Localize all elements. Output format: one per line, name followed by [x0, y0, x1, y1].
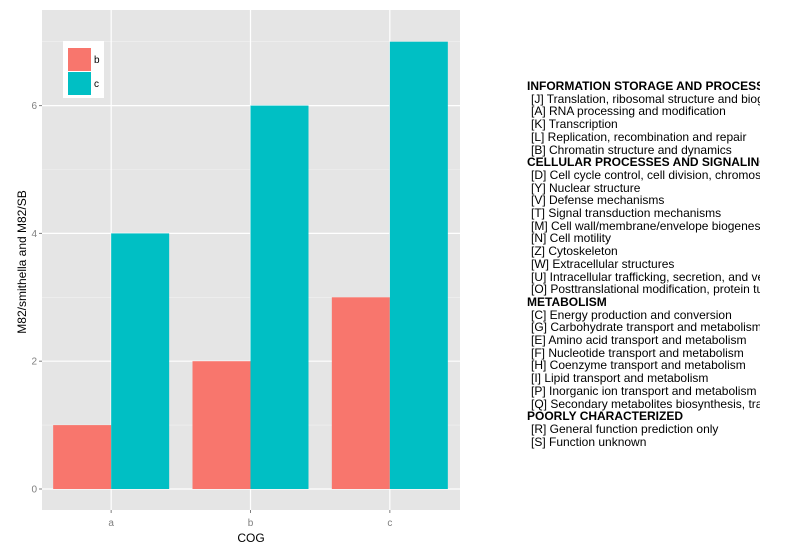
cog-category-item: [P] Inorganic ion transport and metaboli…: [531, 383, 757, 398]
cog-category-item: [U] Intracellular trafficking, secretion…: [531, 269, 760, 284]
cog-category-item: [R] General function prediction only: [531, 421, 719, 436]
cog-category-item: [E] Amino acid transport and metabolism: [531, 333, 747, 348]
cog-category-heading: INFORMATION STORAGE AND PROCESSING: [527, 80, 760, 93]
cog-category-item: [B] Chromatin structure and dynamics: [531, 142, 732, 157]
cog-category-item: [O] Posttranslational modification, prot…: [531, 282, 760, 297]
y-axis-ticks: 0 2 4 6: [31, 101, 42, 496]
cog-category-heading: POORLY CHARACTERIZED: [527, 409, 684, 424]
cog-category-item: [J] Translation, ribosomal structure and…: [531, 91, 760, 106]
x-axis-ticks: a b c: [108, 510, 392, 529]
cog-category-item: [N] Cell motility: [531, 231, 612, 246]
cog-category-item: [C] Energy production and conversion: [531, 307, 732, 322]
bar-c-b: [250, 105, 309, 489]
bar-c-a: [111, 233, 170, 489]
cog-category-heading: METABOLISM: [527, 294, 607, 309]
cog-category-item: [D] Cell cycle control, cell division, c…: [531, 167, 760, 182]
cog-category-item: [L] Replication, recombination and repai…: [531, 129, 747, 144]
cog-category-heading: CELLULAR PROCESSES AND SIGNALING: [527, 155, 760, 170]
cog-category-item: [I] Lipid transport and metabolism: [531, 371, 709, 386]
x-axis-title: COG: [237, 531, 264, 545]
legend-label-c: c: [94, 79, 99, 90]
cog-category-item: [Y] Nuclear structure: [531, 180, 641, 195]
cog-category-item: [M] Cell wall/membrane/envelope biogenes…: [531, 218, 760, 233]
cog-category-list: INFORMATION STORAGE AND PROCESSING [J] Tr…: [527, 80, 760, 460]
bar-b-c: [331, 297, 390, 489]
y-tick-label: 4: [31, 229, 37, 240]
cog-category-item: [Z] Cytoskeleton: [531, 244, 618, 259]
x-tick-label: a: [108, 518, 114, 529]
bar-b-b: [192, 361, 251, 489]
cog-category-item: [Q] Secondary metabolites biosynthesis, …: [531, 396, 760, 411]
cog-category-item: [K] Transcription: [531, 117, 618, 132]
bar-c-c: [389, 41, 448, 489]
bar-b-a: [53, 425, 112, 489]
x-tick-label: c: [387, 518, 392, 529]
cog-category-item: [A] RNA processing and modification: [531, 104, 726, 119]
bars: [53, 41, 448, 489]
y-tick-label: 2: [31, 357, 37, 368]
cog-category-item: [T] Signal transduction mechanisms: [531, 206, 722, 221]
cog-category-item: [V] Defense mechanisms: [531, 193, 665, 208]
y-axis-title: M82/smithella and M82/SB: [15, 190, 29, 333]
cog-category-item: [G] Carbohydrate transport and metabolis…: [531, 320, 760, 335]
legend-key-b: [68, 48, 91, 71]
cog-category-item: [S] Function unknown: [531, 434, 647, 449]
y-tick-label: 0: [31, 485, 37, 496]
cog-category-item: [H] Coenzyme transport and metabolism: [531, 358, 746, 373]
cog-category-item: [F] Nucleotide transport and metabolism: [531, 345, 744, 360]
y-tick-label: 6: [31, 101, 37, 112]
series-legend: bc: [63, 41, 104, 98]
legend-key-c: [68, 72, 91, 95]
x-tick-label: b: [248, 518, 254, 529]
legend-label-b: b: [94, 55, 100, 66]
cog-category-item: [W] Extracellular structures: [531, 256, 675, 271]
